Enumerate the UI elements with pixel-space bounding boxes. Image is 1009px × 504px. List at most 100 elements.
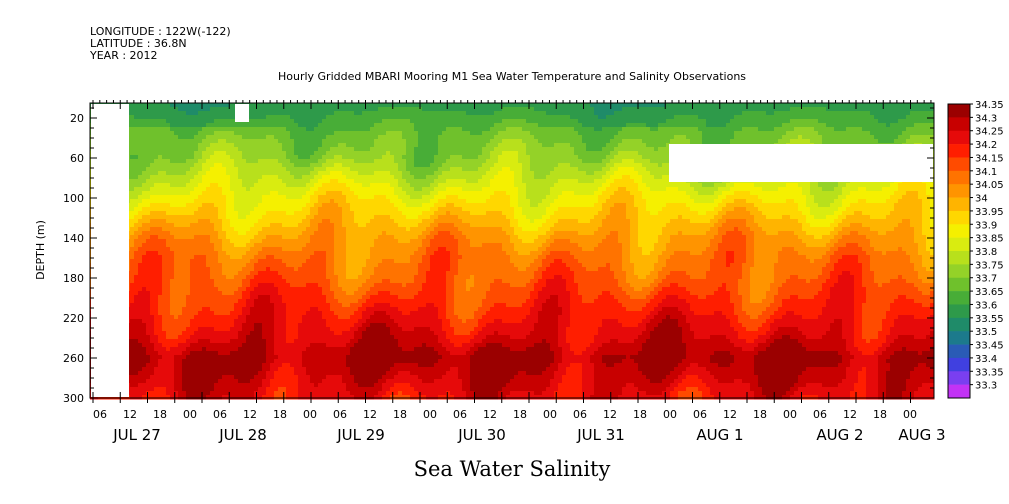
heatmap-cell [302, 255, 307, 260]
heatmap-cell [274, 123, 279, 128]
heatmap-cell [326, 175, 331, 180]
heatmap-cell [166, 231, 171, 236]
heatmap-cell [206, 155, 211, 160]
heatmap-cell [198, 371, 203, 376]
heatmap-cell [198, 395, 203, 400]
heatmap-cell [230, 131, 235, 136]
heatmap-cell [254, 147, 259, 152]
heatmap-cell [270, 391, 275, 396]
heatmap-cell [218, 223, 223, 228]
heatmap-cell [290, 219, 295, 224]
heatmap-cell [334, 215, 339, 220]
heatmap-cell [334, 103, 339, 108]
heatmap-cell [130, 351, 135, 356]
heatmap-cell [266, 187, 271, 192]
heatmap-cell [178, 203, 183, 208]
heatmap-cell [234, 327, 239, 332]
heatmap-cell [166, 391, 171, 396]
heatmap-cell [330, 295, 335, 300]
heatmap-cell [350, 151, 355, 156]
heatmap-cell [286, 215, 291, 220]
heatmap-cell [326, 323, 331, 328]
heatmap-cell [270, 123, 275, 128]
heatmap-cell [198, 347, 203, 352]
heatmap-cell [326, 307, 331, 312]
heatmap-cell [178, 379, 183, 384]
heatmap-cell [310, 347, 315, 352]
heatmap-cell [258, 259, 263, 264]
heatmap-cell [266, 155, 271, 160]
heatmap-cell [250, 227, 255, 232]
heatmap-cell [286, 211, 291, 216]
heatmap-cell [242, 231, 247, 236]
heatmap-cell [282, 375, 287, 380]
heatmap-cell [198, 335, 203, 340]
heatmap-cell [174, 231, 179, 236]
heatmap-cell [326, 207, 331, 212]
heatmap-cell [286, 147, 291, 152]
heatmap-cell [210, 139, 215, 144]
heatmap-cell [186, 259, 191, 264]
heatmap-cell [330, 383, 335, 388]
heatmap-cell [210, 183, 215, 188]
heatmap-cell [146, 259, 151, 264]
heatmap-cell [218, 303, 223, 308]
heatmap-cell [346, 227, 351, 232]
heatmap-cell [314, 275, 319, 280]
heatmap-cell [226, 315, 231, 320]
heatmap-cell [130, 223, 135, 228]
heatmap-cell [234, 195, 239, 200]
heatmap-cell [230, 215, 235, 220]
heatmap-cell [302, 231, 307, 236]
heatmap-cell [270, 359, 275, 364]
heatmap-cell [258, 171, 263, 176]
heatmap-cell [206, 367, 211, 372]
heatmap-cell [218, 151, 223, 156]
heatmap-cell [294, 315, 299, 320]
heatmap-cell [134, 387, 139, 392]
heatmap-cell [282, 323, 287, 328]
heatmap-cell [150, 375, 155, 380]
heatmap-cell [166, 143, 171, 148]
heatmap-cell [226, 187, 231, 192]
heatmap-cell [342, 227, 347, 232]
heatmap-cell [274, 167, 279, 172]
heatmap-cell [282, 219, 287, 224]
heatmap-cell [290, 271, 295, 276]
heatmap-cell [218, 103, 223, 108]
heatmap-cell [318, 195, 323, 200]
heatmap-cell [202, 271, 207, 276]
heatmap-cell [182, 119, 187, 124]
heatmap-cell [162, 323, 167, 328]
heatmap-cell [278, 347, 283, 352]
heatmap-cell [134, 195, 139, 200]
heatmap-cell [150, 287, 155, 292]
heatmap-cell [178, 103, 183, 108]
heatmap-cell [274, 363, 279, 368]
heatmap-cell [194, 223, 199, 228]
heatmap-cell [198, 387, 203, 392]
heatmap-cell [166, 235, 171, 240]
heatmap-cell [318, 375, 323, 380]
heatmap-cell [182, 327, 187, 332]
heatmap-cell [174, 259, 179, 264]
heatmap-cell [166, 375, 171, 380]
heatmap-cell [186, 115, 191, 120]
heatmap-cell [138, 247, 143, 252]
heatmap-cell [134, 139, 139, 144]
heatmap-cell [286, 195, 291, 200]
heatmap-cell [254, 291, 259, 296]
heatmap-cell [270, 127, 275, 132]
heatmap-cell [318, 391, 323, 396]
heatmap-cell [286, 299, 291, 304]
heatmap-cell [230, 395, 235, 400]
heatmap-cell [294, 339, 299, 344]
heatmap-cell [222, 315, 227, 320]
heatmap-cell [158, 203, 163, 208]
heatmap-cell [234, 355, 239, 360]
heatmap-cell [174, 263, 179, 268]
heatmap-cell [138, 391, 143, 396]
heatmap-cell [226, 343, 231, 348]
heatmap-cell [338, 135, 343, 140]
heatmap-cell [238, 239, 243, 244]
